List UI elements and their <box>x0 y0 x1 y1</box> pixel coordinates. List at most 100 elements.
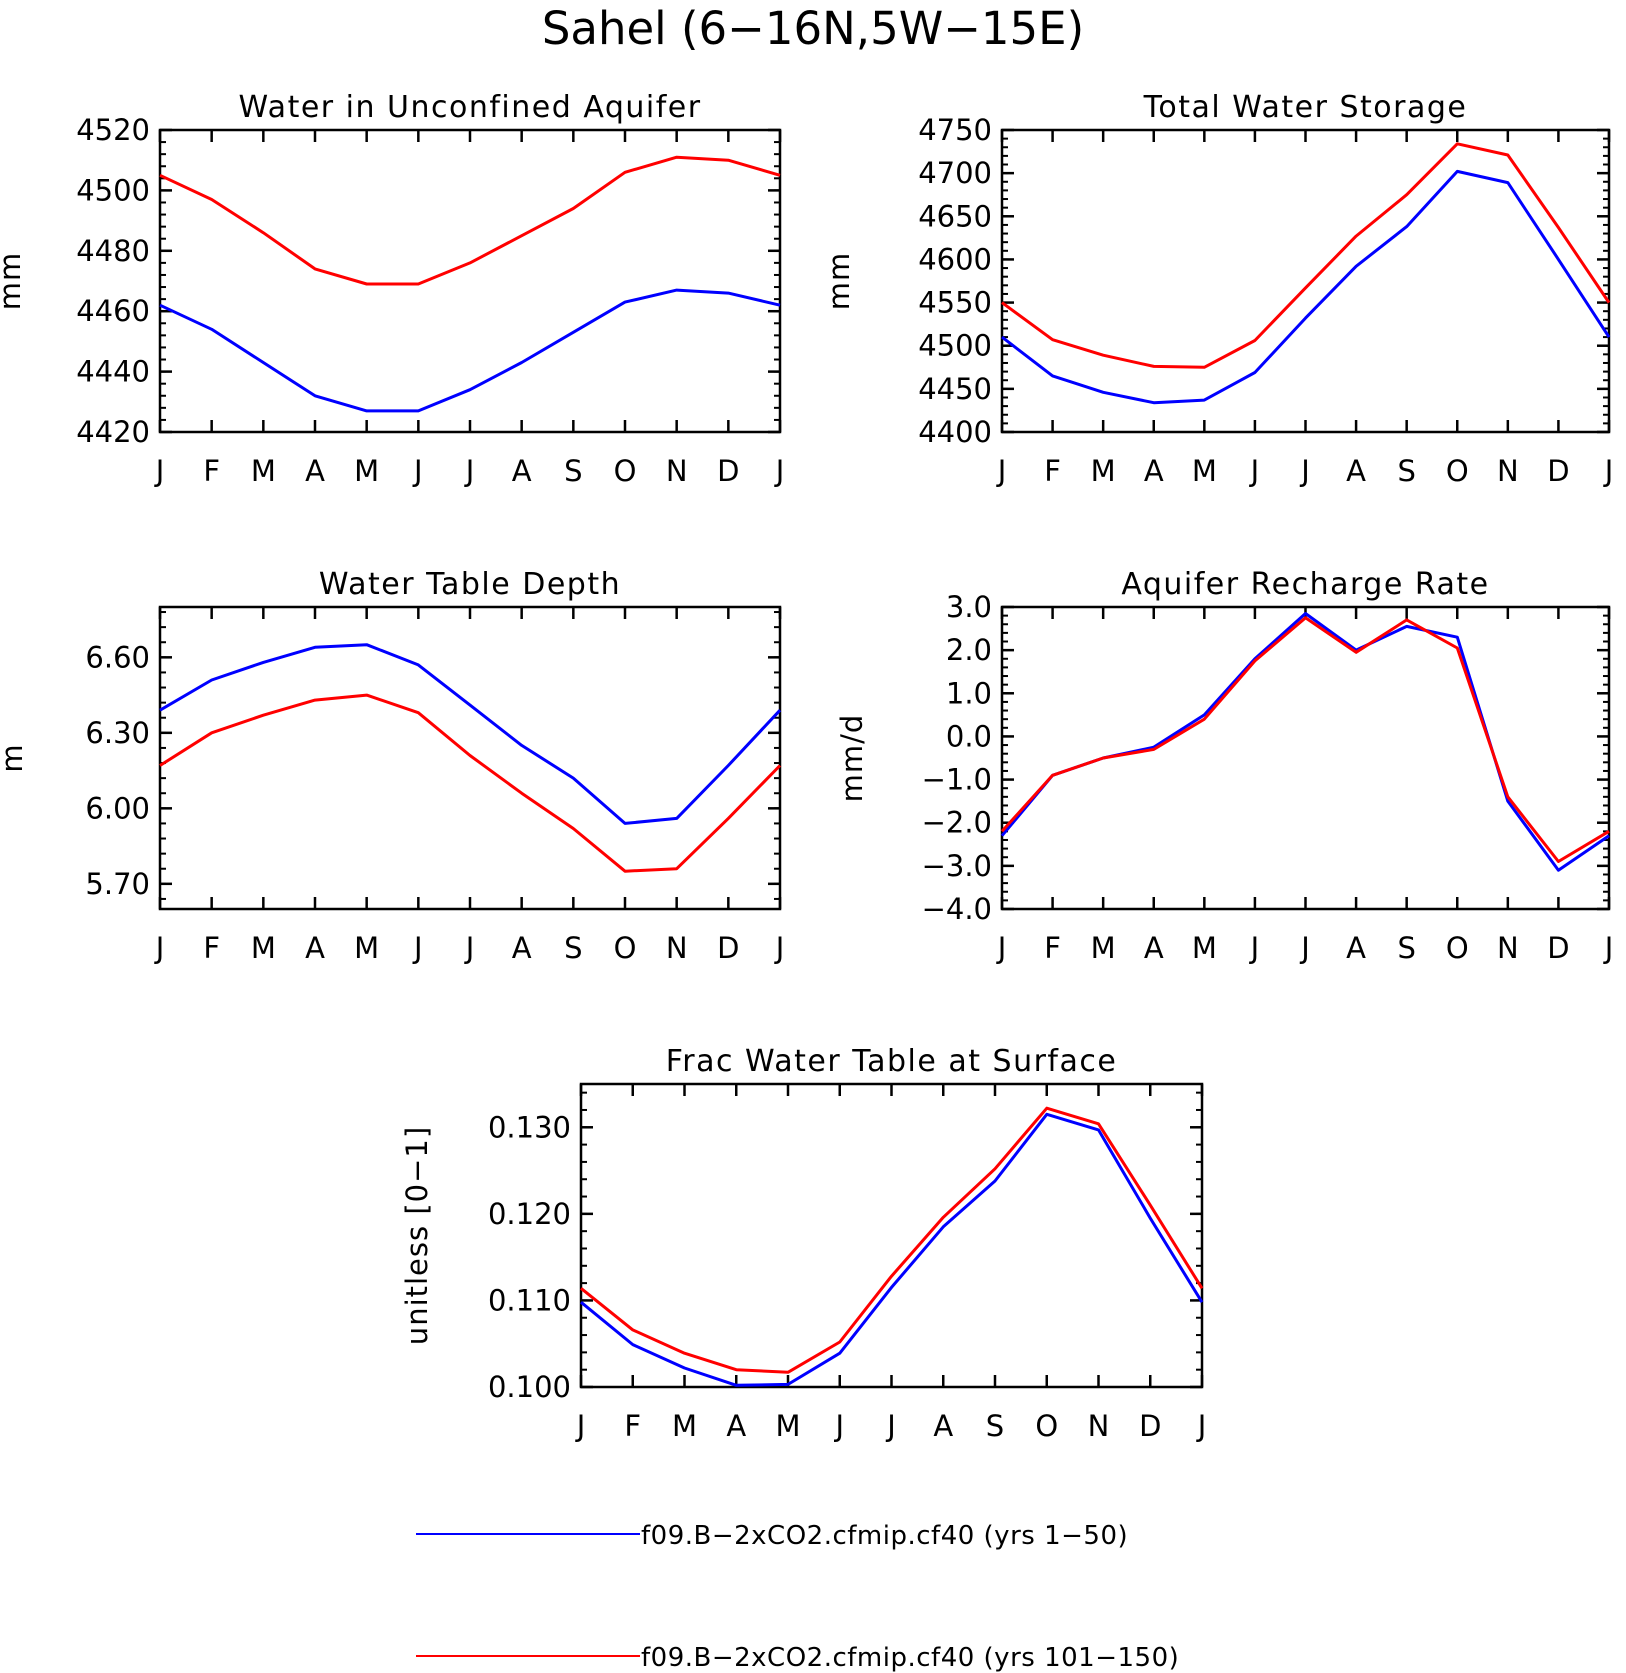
y-tick-label: 0.0 <box>946 719 992 753</box>
panel-title: Total Water Storage <box>1143 90 1468 125</box>
plot-frame <box>158 605 782 911</box>
x-tick-label: J <box>1603 931 1614 965</box>
x-tick-label: J <box>1249 931 1260 965</box>
x-tick-label: J <box>1196 1409 1207 1443</box>
x-tick-label: N <box>1088 1409 1110 1443</box>
y-tick-label: 1.0 <box>946 676 992 710</box>
legend-label: f09.B−2xCO2.cfmip.cf40 (yrs 1−50) <box>641 1521 1128 1551</box>
panel-title: Water Table Depth <box>319 567 621 602</box>
x-tick-label: F <box>203 931 220 965</box>
y-tick-label: 0.100 <box>488 1370 571 1404</box>
plot-frame <box>579 1082 1204 1389</box>
x-tick-label: J <box>774 454 785 488</box>
legend-item: f09.B−2xCO2.cfmip.cf40 (yrs 101−150) <box>416 1643 1179 1673</box>
x-tick-label: M <box>354 454 379 488</box>
x-tick-label: N <box>666 931 688 965</box>
x-tick-label: J <box>464 454 475 488</box>
x-tick-label: J <box>833 1409 844 1443</box>
y-tick-label: 4400 <box>918 415 992 449</box>
x-tick-label: S <box>1397 931 1415 965</box>
y-tick-label: 4450 <box>918 372 992 406</box>
x-tick-label: O <box>1446 931 1469 965</box>
x-tick-label: M <box>1192 454 1217 488</box>
y-tick-label: −2.0 <box>922 806 992 840</box>
x-tick-label: D <box>717 454 739 488</box>
y-tick-label: 6.00 <box>85 791 150 825</box>
y-axis-label: mm <box>0 252 27 311</box>
x-tick-label: J <box>412 931 423 965</box>
series-line-yrs-1-50 <box>159 288 781 413</box>
y-tick-label: 4650 <box>918 199 992 233</box>
y-tick-label: 4550 <box>918 286 992 320</box>
x-tick-label: D <box>1547 454 1569 488</box>
y-tick-label: 4460 <box>76 294 150 328</box>
x-tick-label: J <box>774 931 785 965</box>
x-tick-label: J <box>575 1409 586 1443</box>
series-line-yrs-1-50 <box>1001 169 1611 405</box>
x-tick-label: M <box>251 931 276 965</box>
x-tick-label: S <box>986 1409 1004 1443</box>
series-line-yrs-101-150 <box>159 693 782 873</box>
y-tick-label: 6.30 <box>85 716 150 750</box>
x-tick-label: J <box>996 931 1007 965</box>
y-tick-label: 4750 <box>918 113 992 147</box>
x-tick-label: A <box>726 1409 746 1443</box>
x-tick-label: J <box>154 454 165 488</box>
x-tick-label: D <box>1547 931 1569 965</box>
y-tick-label: −1.0 <box>922 763 992 797</box>
y-tick-label: 0.130 <box>488 1110 571 1144</box>
x-tick-label: O <box>1446 454 1469 488</box>
y-tick-label: 5.70 <box>85 867 150 901</box>
series-line-yrs-1-50 <box>580 1112 1204 1387</box>
legend: f09.B−2xCO2.cfmip.cf40 (yrs 1−50) f09.B−2… <box>416 1521 1179 1673</box>
y-tick-label: 4500 <box>76 173 150 207</box>
y-axis-label: mm/d <box>835 714 869 803</box>
x-tick-label: M <box>672 1409 697 1443</box>
series-line-yrs-101-150 <box>1001 142 1611 369</box>
series-line-yrs-1-50 <box>159 643 782 825</box>
x-tick-label: D <box>1139 1409 1161 1443</box>
y-tick-label: 4520 <box>76 113 150 147</box>
x-tick-label: J <box>1603 454 1614 488</box>
figure-title: Sahel (6−16N,5W−15E) <box>542 2 1084 55</box>
series-line-yrs-101-150 <box>580 1106 1204 1374</box>
x-tick-label: F <box>1044 931 1061 965</box>
y-tick-label: 4600 <box>918 242 992 276</box>
y-tick-label: 4480 <box>76 234 150 268</box>
series-line-yrs-1-50 <box>1000 612 1610 872</box>
x-tick-label: A <box>512 454 532 488</box>
y-axis-label: unitless [0−1] <box>400 1126 434 1345</box>
series-line-yrs-101-150 <box>159 155 781 286</box>
y-axis-label: mm <box>822 252 856 311</box>
x-tick-label: N <box>1497 931 1519 965</box>
y-tick-label: 0.120 <box>488 1197 571 1231</box>
series-line-yrs-101-150 <box>1000 616 1610 863</box>
x-tick-label: J <box>154 931 165 965</box>
y-tick-label: 4420 <box>76 415 150 449</box>
x-tick-label: A <box>305 454 325 488</box>
x-tick-label: S <box>1397 454 1415 488</box>
x-tick-label: M <box>251 454 276 488</box>
x-tick-label: N <box>1497 454 1519 488</box>
y-tick-label: −3.0 <box>922 849 992 883</box>
x-tick-label: D <box>717 931 739 965</box>
x-tick-label: A <box>1346 454 1366 488</box>
y-tick-label: 0.110 <box>488 1283 571 1317</box>
x-tick-label: N <box>666 454 688 488</box>
y-tick-label: 2.0 <box>946 633 992 667</box>
panel-title: Frac Water Table at Surface <box>666 1044 1118 1079</box>
x-tick-label: S <box>564 454 582 488</box>
x-tick-label: F <box>624 1409 641 1443</box>
x-tick-label: F <box>203 454 220 488</box>
plot-frame <box>1000 128 1611 434</box>
plot-frame <box>1000 605 1611 911</box>
x-tick-label: A <box>933 1409 953 1443</box>
legend-label: f09.B−2xCO2.cfmip.cf40 (yrs 101−150) <box>641 1643 1179 1673</box>
x-tick-label: S <box>564 931 582 965</box>
y-tick-label: 4700 <box>918 156 992 190</box>
